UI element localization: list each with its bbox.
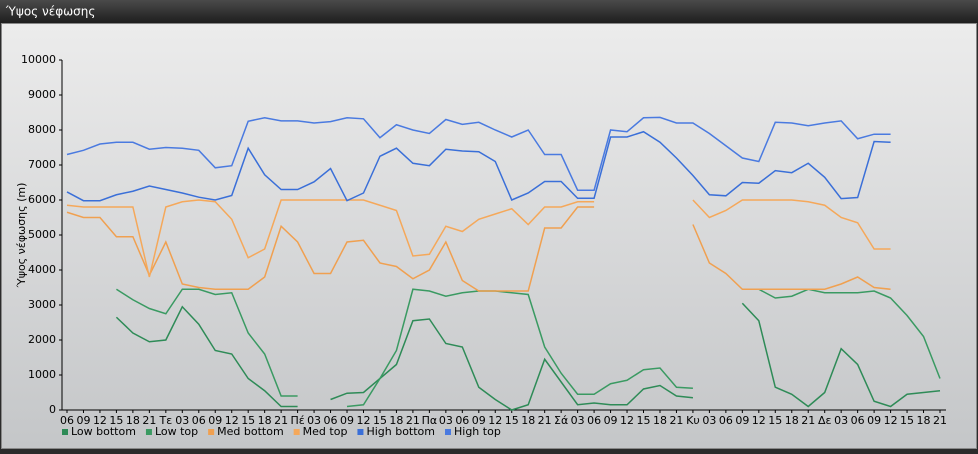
x-tick-label: 03 [702,414,716,427]
x-tick-label: 15 [900,414,914,427]
x-tick-label: 15 [768,414,782,427]
y-tick-label: 10000 [21,53,56,66]
legend-label: Med bottom [217,425,284,438]
x-tick-label: 12 [356,414,370,427]
series-line [66,116,891,191]
y-tick-label: 9000 [28,88,56,101]
x-tick-label: 03 [834,414,848,427]
x-tick-label: 21 [801,414,815,427]
x-tick-label: 09 [472,414,486,427]
x-tick-label: 15 [637,414,651,427]
x-tick-label: Κυ [686,414,700,427]
legend-label: High top [454,425,501,438]
x-tick-label: 09 [735,414,749,427]
x-tick-label: 18 [653,414,667,427]
x-tick-label: Σά [554,414,568,427]
x-tick-label: 06 [719,414,733,427]
x-tick-label: 18 [389,414,403,427]
y-tick-label: 2000 [28,333,56,346]
x-tick-label: 15 [241,414,255,427]
series-line [66,130,891,202]
series-line [692,199,891,250]
x-tick-label: 09 [867,414,881,427]
x-tick-label: 09 [340,414,354,427]
legend-swatch [145,429,152,435]
window-title: Ύψος νέφωσης [5,5,95,19]
x-tick-label: 18 [126,414,140,427]
x-tick-label: 12 [488,414,502,427]
title-bar [0,0,978,23]
x-tick-label: 09 [604,414,618,427]
chart-panel [1,23,977,449]
legend-swatch [293,429,300,435]
legend-label: High bottom [366,425,435,438]
x-tick-label: 15 [505,414,519,427]
x-tick-label: Πέ [290,414,304,427]
x-tick-label: 03 [175,414,189,427]
x-tick-label: 12 [225,414,239,427]
x-tick-label: 21 [274,414,288,427]
series-line [116,288,298,397]
legend-swatch [357,429,364,435]
x-tick-label: 21 [669,414,683,427]
series-line [741,302,941,408]
y-axis-label: Ύψος νέφωσης (m) [15,183,28,289]
y-tick-label: 4000 [28,263,56,276]
x-tick-label: 18 [521,414,535,427]
x-tick-label: 03 [307,414,321,427]
series-line [742,288,941,379]
x-tick-label: 06 [587,414,601,427]
x-tick-label: 15 [109,414,123,427]
series-line [66,206,595,292]
x-tick-label: 15 [373,414,387,427]
x-tick-label: 06 [192,414,206,427]
x-tick-label: 06 [455,414,469,427]
y-tick-label: 1000 [28,368,56,381]
legend-swatch [445,429,451,435]
x-tick-label: 09 [76,414,90,427]
x-tick-label: 21 [142,414,156,427]
x-tick-label: 12 [620,414,634,427]
x-tick-label: 12 [884,414,898,427]
series-line [330,318,694,411]
series-line [692,224,891,290]
legend-label: Low top [155,425,198,438]
x-tick-label: 21 [406,414,420,427]
x-tick-label: 03 [439,414,453,427]
y-tick-label: 7000 [28,158,56,171]
y-tick-label: 0 [49,403,56,416]
x-tick-label: Πα [422,414,438,427]
x-tick-label: 06 [60,414,74,427]
x-tick-label: 18 [258,414,272,427]
x-tick-label: Δε [818,414,832,427]
legend-label: Low bottom [71,425,136,438]
x-tick-label: 21 [933,414,947,427]
legend-swatch [208,429,215,435]
legend-label: Med top [303,425,348,438]
x-tick-label: 18 [785,414,799,427]
series-line [346,288,693,408]
x-tick-label: 12 [752,414,766,427]
y-tick-label: 3000 [28,298,56,311]
series-line [115,305,298,408]
x-tick-label: 06 [851,414,865,427]
y-tick-label: 6000 [28,193,56,206]
x-tick-label: 06 [324,414,338,427]
x-tick-label: Τε [158,414,172,427]
x-tick-label: 12 [93,414,107,427]
x-tick-label: 09 [208,414,222,427]
legend-swatch [62,429,68,435]
x-tick-label: 03 [571,414,585,427]
series-line [66,199,595,278]
y-tick-label: 8000 [28,123,56,136]
y-tick-label: 5000 [28,228,56,241]
x-tick-label: 18 [917,414,931,427]
x-tick-label: 21 [538,414,552,427]
